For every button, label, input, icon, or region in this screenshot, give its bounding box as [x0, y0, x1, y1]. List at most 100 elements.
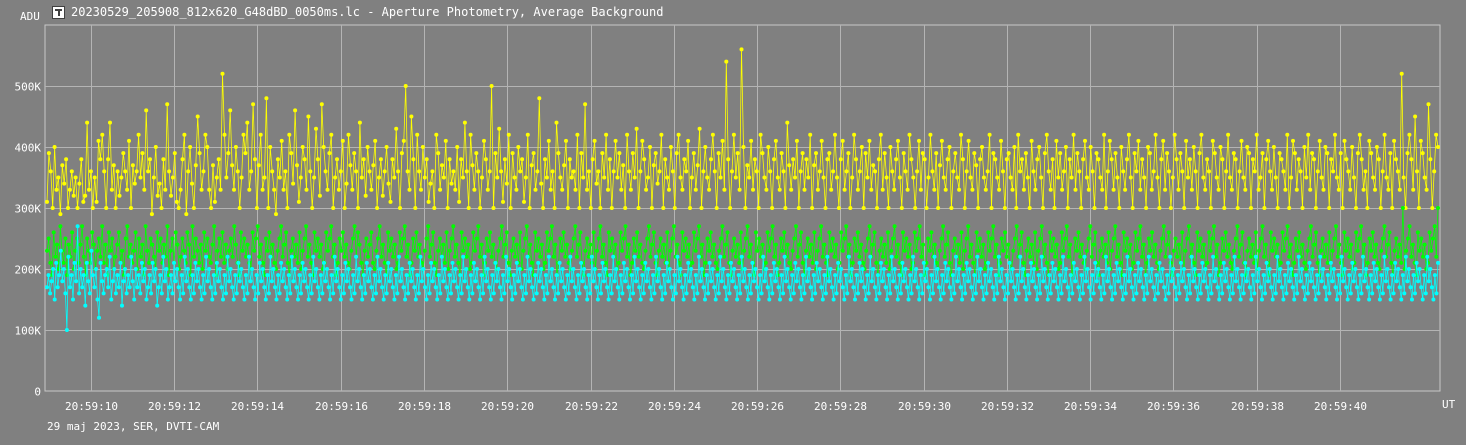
data-point: [720, 138, 725, 143]
data-point: [1405, 236, 1410, 241]
data-point: [329, 273, 334, 278]
data-point: [874, 297, 879, 302]
data-point: [434, 132, 439, 137]
data-point: [1235, 206, 1240, 210]
data-point: [1346, 169, 1351, 174]
data-point: [602, 279, 606, 284]
data-point: [413, 206, 418, 210]
data-point: [991, 151, 996, 156]
data-point: [259, 242, 263, 247]
data-point: [205, 279, 210, 284]
data-point: [1074, 248, 1079, 253]
data-point: [1436, 145, 1440, 149]
data-point: [323, 169, 328, 174]
data-point: [909, 157, 914, 162]
data-point: [1280, 230, 1285, 235]
data-point: [1199, 132, 1204, 137]
data-point: [1250, 273, 1255, 278]
series-line: [46, 226, 1439, 331]
data-point: [878, 132, 883, 137]
data-point: [947, 145, 952, 149]
data-point: [763, 260, 768, 265]
data-point: [1166, 291, 1171, 296]
data-point: [1414, 260, 1419, 265]
data-point: [767, 248, 772, 253]
data-point: [478, 206, 483, 210]
data-point: [1021, 187, 1026, 192]
data-point: [551, 254, 556, 259]
data-point: [598, 206, 603, 210]
app-window-icon[interactable]: [52, 5, 65, 19]
data-point: [949, 297, 954, 302]
data-point: [917, 297, 922, 302]
data-point: [188, 297, 193, 302]
data-point: [1035, 157, 1040, 162]
data-point: [1058, 260, 1063, 265]
data-point: [163, 187, 168, 192]
data-point: [1300, 242, 1305, 247]
data-point: [1377, 297, 1382, 302]
data-point: [1073, 187, 1078, 192]
data-point: [930, 169, 935, 174]
data-point: [585, 187, 589, 192]
data-point: [613, 242, 618, 247]
data-point: [374, 248, 379, 253]
data-point: [735, 297, 740, 302]
data-point: [1308, 224, 1313, 229]
data-point: [90, 230, 95, 235]
data-point: [1229, 187, 1234, 192]
data-point: [406, 291, 411, 296]
data-point: [56, 175, 61, 180]
data-point: [335, 267, 340, 271]
data-point: [289, 254, 294, 259]
data-point: [1039, 224, 1044, 229]
data-point: [270, 242, 275, 247]
data-point: [926, 236, 931, 241]
data-point: [323, 279, 328, 284]
data-point: [485, 187, 490, 192]
data-point: [716, 291, 721, 296]
data-point: [727, 291, 732, 296]
data-point: [1084, 248, 1089, 253]
data-point: [770, 206, 775, 210]
data-point: [690, 260, 695, 265]
data-point: [909, 291, 914, 296]
data-point: [184, 212, 189, 217]
data-point: [1255, 279, 1260, 284]
data-point: [672, 206, 677, 210]
data-point: [666, 279, 671, 284]
data-point: [501, 273, 505, 278]
x-tick-label: 20:59:36: [1147, 400, 1200, 413]
data-point: [610, 236, 615, 241]
data-point: [999, 236, 1004, 241]
data-point: [668, 248, 673, 253]
data-point: [774, 267, 779, 271]
data-point: [713, 297, 718, 302]
data-point: [1270, 297, 1275, 302]
data-point: [1108, 285, 1113, 290]
data-point: [367, 169, 372, 174]
data-point: [357, 242, 362, 247]
data-point: [220, 230, 225, 235]
data-point: [145, 248, 150, 253]
data-point: [1002, 297, 1007, 302]
data-point: [193, 163, 198, 168]
data-point: [927, 248, 932, 253]
data-point: [1321, 267, 1326, 271]
data-point: [1055, 285, 1059, 290]
data-point: [272, 260, 277, 265]
data-point: [484, 279, 489, 284]
data-point: [1144, 206, 1149, 210]
data-point: [787, 260, 792, 265]
data-point: [1390, 206, 1395, 210]
data-point: [817, 267, 822, 271]
data-point: [760, 242, 765, 247]
data-point: [190, 224, 195, 229]
data-point: [1339, 254, 1344, 259]
data-point: [1123, 187, 1128, 192]
x-tick-label: 20:59:18: [398, 400, 451, 413]
data-point: [50, 206, 55, 210]
data-point: [724, 297, 729, 302]
data-point: [476, 285, 481, 290]
data-point: [844, 224, 849, 229]
